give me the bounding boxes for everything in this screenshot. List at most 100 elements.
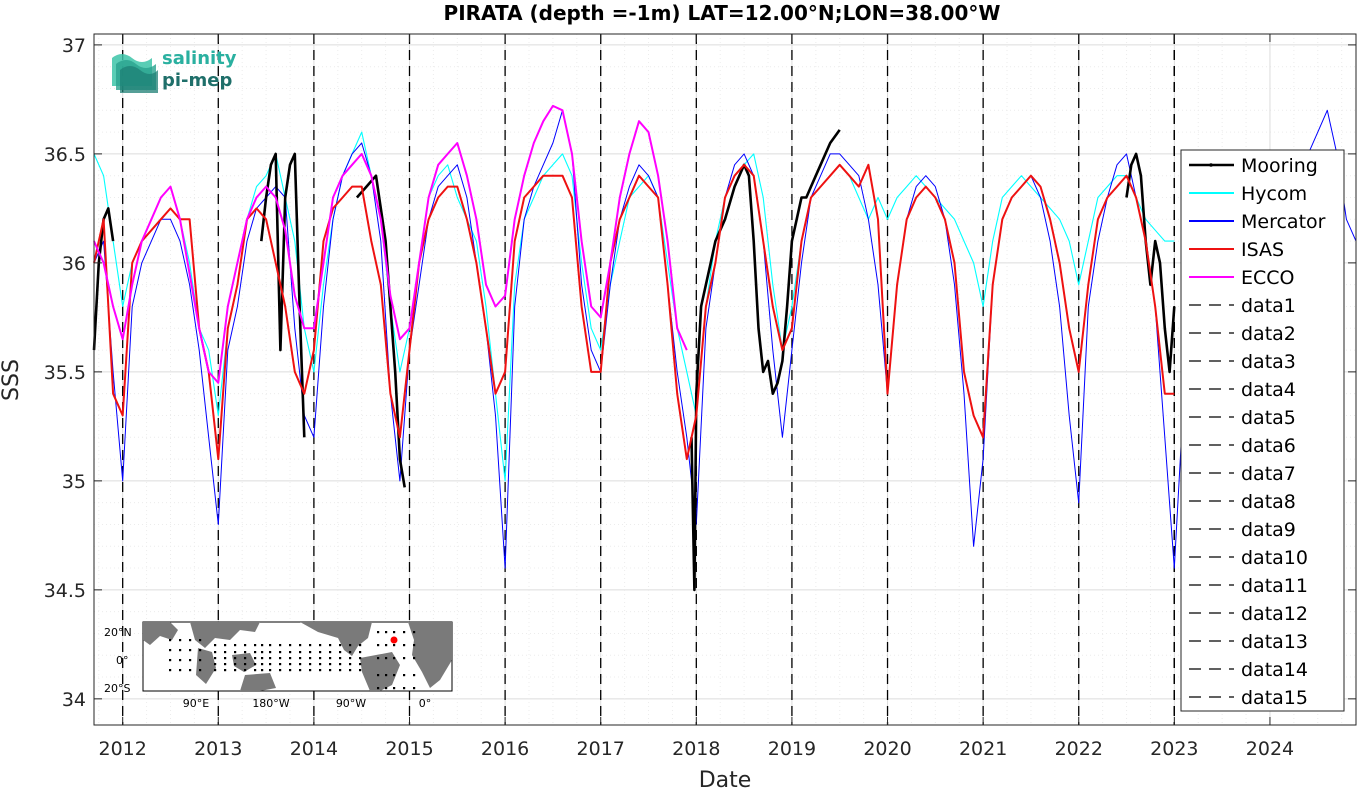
inset-buoy-dot [279,663,282,666]
inset-buoy-dot [234,669,237,672]
x-tick-label: 2020 [863,738,911,760]
x-axis-ticks: 2012 2013 2014 2015 2016 2017 2018 2019 2020 2021… [99,34,1294,760]
x-tick-label: 2016 [481,738,529,760]
inset-buoy-dot [224,663,227,666]
inset-buoy-dot [279,644,282,647]
y-tick-label: 35.5 [44,362,86,384]
y-tick-label: 36 [62,253,86,275]
inset-buoy-dot [214,651,217,654]
inset-map: 20°N 0° 20°S 90°E 180°W 90°W 0° [104,621,453,710]
legend-label-data9: data9 [1241,519,1296,541]
inset-buoy-dot [169,659,172,662]
inset-buoy-dot [244,663,247,666]
inset-buoy-dot [289,669,292,672]
inset-buoy-dot [349,651,352,654]
inset-buoy-dot [261,651,264,654]
inset-buoy-dot [377,687,380,690]
inset-buoy-dot [269,651,272,654]
inset-buoy-dot [329,663,332,666]
y-tick-label: 35 [62,471,86,493]
y-tick-label: 34.5 [44,580,86,602]
x-tick-label: 2015 [385,738,433,760]
inset-buoy-dot [339,657,342,660]
legend-label-data2: data2 [1241,323,1296,345]
logo-line2: pi-mep [162,70,232,91]
inset-buoy-dot [377,674,380,677]
inset-buoy-dot [234,657,237,660]
inset-buoy-dot [244,657,247,660]
inset-buoy-dot [329,644,332,647]
x-tick-label: 2013 [194,738,242,760]
inset-buoy-dot [169,649,172,652]
legend-label-data3: data3 [1241,351,1296,373]
x-axis-label: Date [699,768,752,790]
inset-buoy-dot [319,663,322,666]
inset-buoy-dot [261,644,264,647]
inset-buoy-dot [214,644,217,647]
inset-buoy-dot [359,657,362,660]
inset-buoy-dot [413,644,416,647]
inset-buoy-dot [234,651,237,654]
inset-buoy-dot [254,651,257,654]
inset-buoy-dot [359,663,362,666]
legend-marker-mooring [1209,163,1213,167]
series-line-ecco [93,104,688,384]
inset-buoy-dot [254,657,257,660]
inset-map-buoys [169,631,416,690]
inset-buoy-dot [403,687,406,690]
legend-box [1180,149,1345,712]
legend-label-data4: data4 [1241,379,1296,401]
inset-lat-label-20n: 20°N [104,626,132,639]
inset-buoy-dot [359,651,362,654]
inset-buoy-dot [261,657,264,660]
series-line-isas [93,163,1175,461]
inset-buoy-dot [244,644,247,647]
inset-buoy-dot [393,631,396,634]
inset-buoy-dot [413,687,416,690]
series-line-mooring [260,152,306,438]
legend-label-data11: data11 [1241,575,1308,597]
inset-buoy-dot [403,631,406,634]
x-tick-label: 2014 [290,738,338,760]
x-tick-label: 2023 [1150,738,1198,760]
series-line-mooring [1125,152,1176,374]
inset-buoy-dot [224,644,227,647]
inset-buoy-dot [349,657,352,660]
inset-lon-label-0: 0° [419,697,432,710]
inset-buoy-dot [393,644,396,647]
inset-buoy-dot [299,644,302,647]
inset-buoy-dot [385,687,388,690]
inset-buoy-dot [289,657,292,660]
logo-line1: salinity [162,48,237,69]
inset-buoy-dot [319,657,322,660]
inset-buoy-dot [199,659,202,662]
inset-lon-label-90w: 90°W [336,697,366,710]
inset-buoy-dot [289,644,292,647]
inset-lon-label-180w: 180°W [252,697,289,710]
inset-buoy-dot [189,649,192,652]
inset-buoy-dot [169,669,172,672]
y-axis-label: SSS [0,359,24,401]
legend-label-mooring: Mooring [1241,155,1318,177]
inset-buoy-dot [299,663,302,666]
inset-buoy-dot [403,674,406,677]
inset-buoy-dot [224,669,227,672]
inset-lat-label-0: 0° [116,654,129,667]
inset-buoy-dot [269,669,272,672]
inset-buoy-dot [289,651,292,654]
inset-buoy-dot [214,657,217,660]
inset-buoy-dot [254,644,257,647]
inset-lat-label-20s: 20°S [104,682,130,695]
inset-buoy-dot [199,669,202,672]
inset-buoy-dot [224,651,227,654]
inset-buoy-dot [244,669,247,672]
inset-buoy-dot [349,644,352,647]
inset-buoy-dot [234,663,237,666]
salinity-pimep-logo: salinity pi-mep [112,48,237,93]
inset-buoy-dot [269,663,272,666]
inset-buoy-dot [309,663,312,666]
inset-buoy-dot [179,659,182,662]
inset-buoy-dot [393,687,396,690]
x-tick-label: 2021 [959,738,1007,760]
